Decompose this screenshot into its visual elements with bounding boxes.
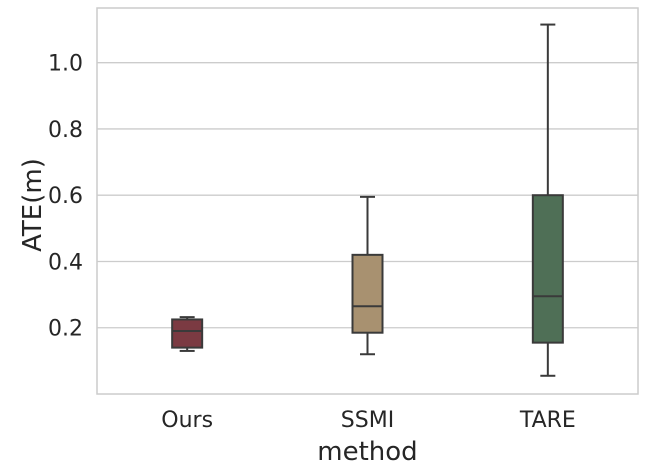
box-ssmi bbox=[351, 195, 384, 356]
x-axis-label: method bbox=[317, 437, 417, 467]
iqr-box bbox=[531, 194, 564, 344]
x-tick-labels: Ours SSMI TARE bbox=[161, 408, 576, 433]
plot-frame bbox=[96, 7, 639, 395]
iqr-box bbox=[351, 253, 384, 334]
y-axis-label: ATE(m) bbox=[18, 158, 48, 252]
y-tick-labels: 0.2 0.4 0.6 0.8 1.0 bbox=[48, 52, 83, 342]
iqr-box bbox=[171, 318, 204, 349]
x-tick-label: TARE bbox=[519, 408, 576, 433]
x-tick-label: Ours bbox=[161, 408, 213, 433]
y-tick-label: 0.8 bbox=[48, 118, 83, 143]
x-tick-label: SSMI bbox=[341, 408, 394, 433]
box-ours bbox=[171, 316, 204, 352]
box-tare bbox=[531, 23, 564, 377]
y-tick-label: 0.4 bbox=[48, 250, 83, 275]
y-tick-label: 0.6 bbox=[48, 184, 83, 209]
y-tick-label: 0.2 bbox=[48, 317, 83, 342]
box-series bbox=[171, 23, 564, 377]
y-tick-label: 1.0 bbox=[48, 52, 83, 77]
